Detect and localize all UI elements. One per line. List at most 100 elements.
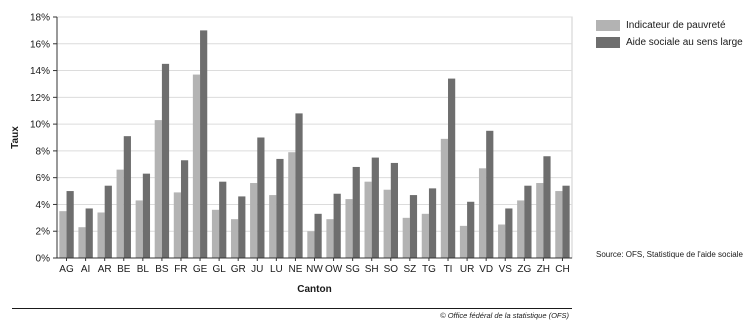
bar-zg-poverty xyxy=(517,200,525,258)
bar-ge-social-aid xyxy=(200,30,208,259)
bars xyxy=(59,30,570,259)
y-tick-label: 4% xyxy=(36,200,51,211)
y-tick-label: 16% xyxy=(30,39,50,50)
bar-ne-poverty xyxy=(288,152,296,258)
x-tick-label: OW xyxy=(325,264,343,275)
x-tick-label: AR xyxy=(98,264,112,275)
bar-vs-social-aid xyxy=(505,208,513,258)
x-tick-label: LU xyxy=(270,264,283,275)
y-tick-label: 18% xyxy=(30,13,50,24)
y-tick-label: 2% xyxy=(36,227,51,238)
x-axis-title: Canton xyxy=(297,284,331,295)
bar-bl-social-aid xyxy=(142,173,151,258)
legend-label: Aide sociale au sens large xyxy=(626,36,743,48)
x-tick-label: TI xyxy=(444,264,453,275)
copyright-credit: © Office fédéral de la statistique (OFS) xyxy=(440,311,569,320)
x-tick-label: AI xyxy=(81,264,90,275)
x-tick-label: GL xyxy=(212,264,226,275)
y-tick-label: 8% xyxy=(36,146,51,157)
bar-lu-poverty xyxy=(269,195,277,258)
bar-vd-social-aid xyxy=(486,130,494,258)
bar-zh-social-aid xyxy=(543,156,551,258)
legend-label: Indicateur de pauvreté xyxy=(626,19,726,31)
bar-sh-social-aid xyxy=(371,157,379,258)
bar-bs-poverty xyxy=(154,120,162,258)
x-tick-label: AG xyxy=(59,264,74,275)
bar-be-poverty xyxy=(116,169,124,258)
x-tick-label: UR xyxy=(460,264,474,275)
bar-sg-social-aid xyxy=(352,166,360,258)
bar-nw-social-aid xyxy=(314,213,322,258)
y-tick-label: 14% xyxy=(30,66,50,77)
bar-ju-social-aid xyxy=(257,137,265,258)
x-tick-label: SG xyxy=(345,264,360,275)
source-note: Source: OFS, Statistique de l'aide socia… xyxy=(596,250,743,259)
bar-ti-poverty xyxy=(440,138,449,258)
bar-ju-poverty xyxy=(250,183,258,258)
bar-sh-poverty xyxy=(364,181,372,258)
bar-ti-social-aid xyxy=(448,78,456,258)
x-tick-label: JU xyxy=(251,264,263,275)
x-tick-label: BL xyxy=(137,264,150,275)
x-tick-label: SO xyxy=(384,264,399,275)
bar-ai-poverty xyxy=(78,227,86,258)
bar-sz-social-aid xyxy=(409,195,418,258)
x-tick-label: ZG xyxy=(517,264,531,275)
bar-bl-poverty xyxy=(135,200,143,258)
bar-zh-poverty xyxy=(536,183,544,258)
bar-sz-poverty xyxy=(402,217,410,258)
bar-ag-poverty xyxy=(59,211,67,258)
bar-ch-poverty xyxy=(555,191,563,258)
bar-gr-social-aid xyxy=(238,196,246,258)
y-tick-label: 6% xyxy=(36,173,51,184)
x-tick-label: VS xyxy=(499,264,513,275)
bar-sg-poverty xyxy=(345,199,353,258)
bar-so-social-aid xyxy=(390,162,398,258)
y-tick-label: 10% xyxy=(30,120,50,131)
bar-ar-social-aid xyxy=(104,185,112,258)
y-tick-label: 0% xyxy=(36,254,51,265)
x-tick-label: VD xyxy=(479,264,493,275)
x-tick-label: ZH xyxy=(537,264,550,275)
y-axis-title: Taux xyxy=(10,126,21,149)
legend-item-social-aid: Aide sociale au sens large xyxy=(596,34,743,50)
footer-divider xyxy=(12,308,572,309)
x-tick-label: GE xyxy=(193,264,208,275)
x-tick-label: TG xyxy=(422,264,436,275)
x-tick-label: NE xyxy=(288,264,302,275)
bar-ne-social-aid xyxy=(295,113,303,259)
bar-so-poverty xyxy=(383,189,391,258)
axes: 0% 2% 4% 6% 8% 10% 12% 14% 16% 18% AG AI AR BE BL BS FR G… xyxy=(30,13,572,275)
x-tick-label: SZ xyxy=(403,264,416,275)
bar-lu-social-aid xyxy=(276,158,284,258)
x-tick-label: CH xyxy=(555,264,569,275)
bar-gl-social-aid xyxy=(219,181,227,258)
legend-swatch xyxy=(596,19,620,31)
bar-ur-poverty xyxy=(459,225,468,258)
bar-ow-social-aid xyxy=(333,193,341,258)
x-tick-label: SH xyxy=(365,264,379,275)
bar-ur-social-aid xyxy=(467,201,475,258)
bar-bs-social-aid xyxy=(161,63,170,258)
x-tick-label: FR xyxy=(174,264,187,275)
bar-zg-social-aid xyxy=(524,185,532,258)
bar-gl-poverty xyxy=(211,209,220,258)
y-tick-label: 12% xyxy=(30,93,50,104)
bar-tg-social-aid xyxy=(428,188,437,258)
x-tick-label: GR xyxy=(231,264,246,275)
bar-ow-poverty xyxy=(326,219,334,258)
bar-fr-poverty xyxy=(173,192,181,258)
bar-ag-social-aid xyxy=(66,191,74,258)
bar-vd-poverty xyxy=(478,168,487,258)
x-tick-label: NW xyxy=(306,264,323,275)
bar-be-social-aid xyxy=(123,136,131,258)
bar-ai-social-aid xyxy=(85,208,93,258)
legend-item-poverty: Indicateur de pauvreté xyxy=(596,17,743,33)
bar-tg-poverty xyxy=(421,213,429,258)
x-tick-label: BE xyxy=(117,264,131,275)
x-tick-label: BS xyxy=(155,264,169,275)
legend-swatch xyxy=(596,36,620,48)
gridlines xyxy=(57,16,572,232)
bar-nw-poverty xyxy=(307,231,315,258)
